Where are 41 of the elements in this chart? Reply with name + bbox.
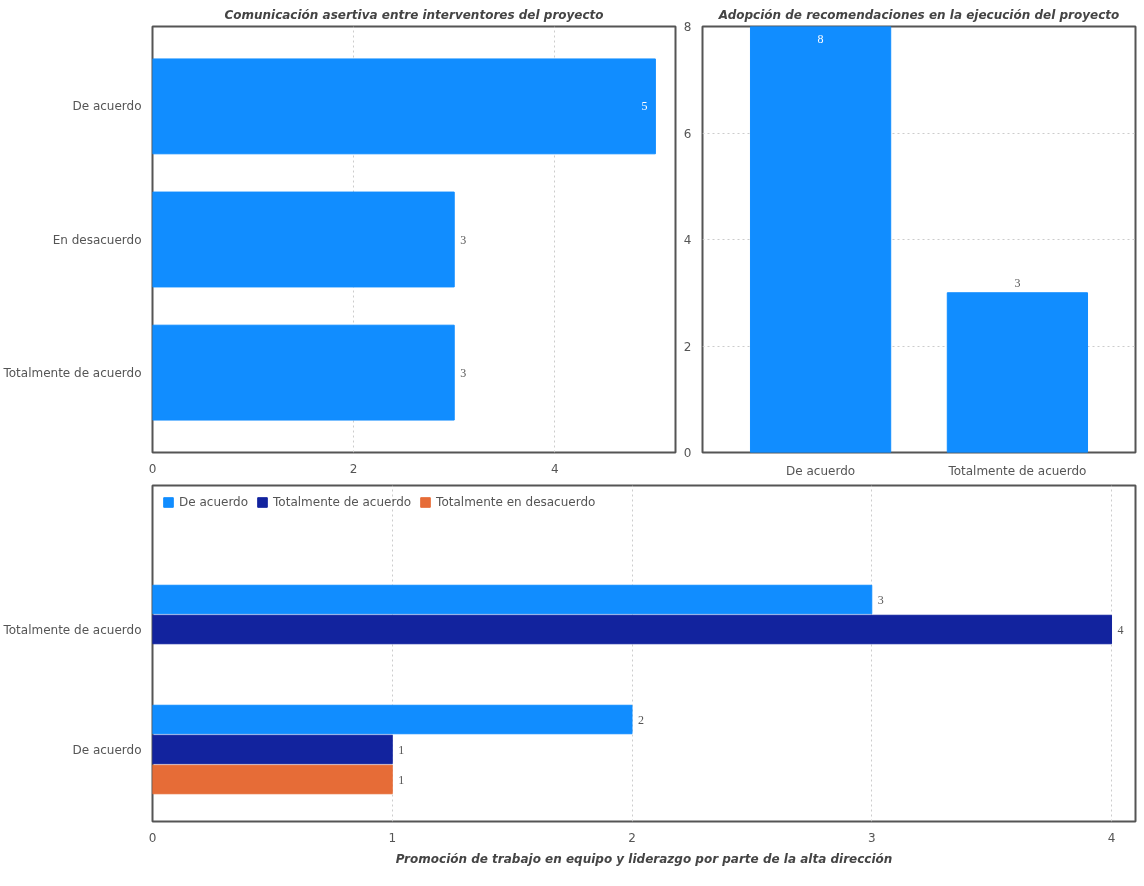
data-label: 5: [641, 99, 648, 114]
y-tick-label: 0: [683, 446, 692, 460]
x-tick-label: 4: [550, 461, 559, 476]
bar: [152, 584, 873, 615]
x-tick-label: De acuerdo: [786, 463, 856, 478]
data-label: 8: [817, 31, 824, 46]
x-tick-label: Totalmente de acuerdo: [947, 463, 1087, 478]
x-tick-label: 1: [388, 830, 397, 845]
x-tick-label: 3: [867, 830, 876, 845]
data-label: 4: [1117, 622, 1124, 637]
bar: [152, 614, 1113, 645]
x-tick-label: 4: [1107, 830, 1116, 845]
x-tick-label: 0: [148, 830, 157, 845]
y-tick-label: 4: [683, 233, 692, 247]
data-label: 3: [460, 365, 467, 380]
x-tick-label: 2: [349, 461, 358, 476]
y-tick-label: Totalmente de acuerdo: [2, 365, 142, 380]
data-label: 3: [877, 592, 884, 607]
data-label: 3: [460, 232, 467, 247]
y-tick-label: De acuerdo: [72, 99, 142, 114]
y-tick-label: 2: [683, 339, 692, 354]
y-tick-label: Totalmente de acuerdo: [2, 622, 142, 637]
chart-title: Adopción de recomendaciones en la ejecución del proyecto: [717, 7, 1120, 22]
legend-label: Totalmente de acuerdo: [273, 495, 412, 509]
x-tick-label: 2: [628, 830, 636, 845]
data-label: 1: [398, 742, 405, 757]
text: Promoción de trabajo en equipo y liderazgo por parte de la alta dirección: [395, 851, 893, 866]
bar: [152, 704, 633, 735]
x-tick-label: 0: [148, 461, 157, 476]
data-label: 3: [1014, 275, 1021, 290]
y-tick-label: 8: [683, 20, 692, 34]
data-label: 2: [638, 712, 645, 727]
legend-label: Totalmente en desacuerdo: [436, 495, 596, 509]
bar: [152, 734, 393, 765]
data-label: 1: [398, 772, 405, 787]
legend-label: De acuerdo: [179, 495, 249, 509]
y-tick-label: En desacuerdo: [52, 232, 142, 247]
chart-title: Comunicación asertiva entre interventores del proyecto: [224, 7, 604, 22]
bar: [152, 764, 393, 795]
y-tick-label: De acuerdo: [72, 742, 142, 757]
y-tick-label: 6: [683, 126, 692, 141]
